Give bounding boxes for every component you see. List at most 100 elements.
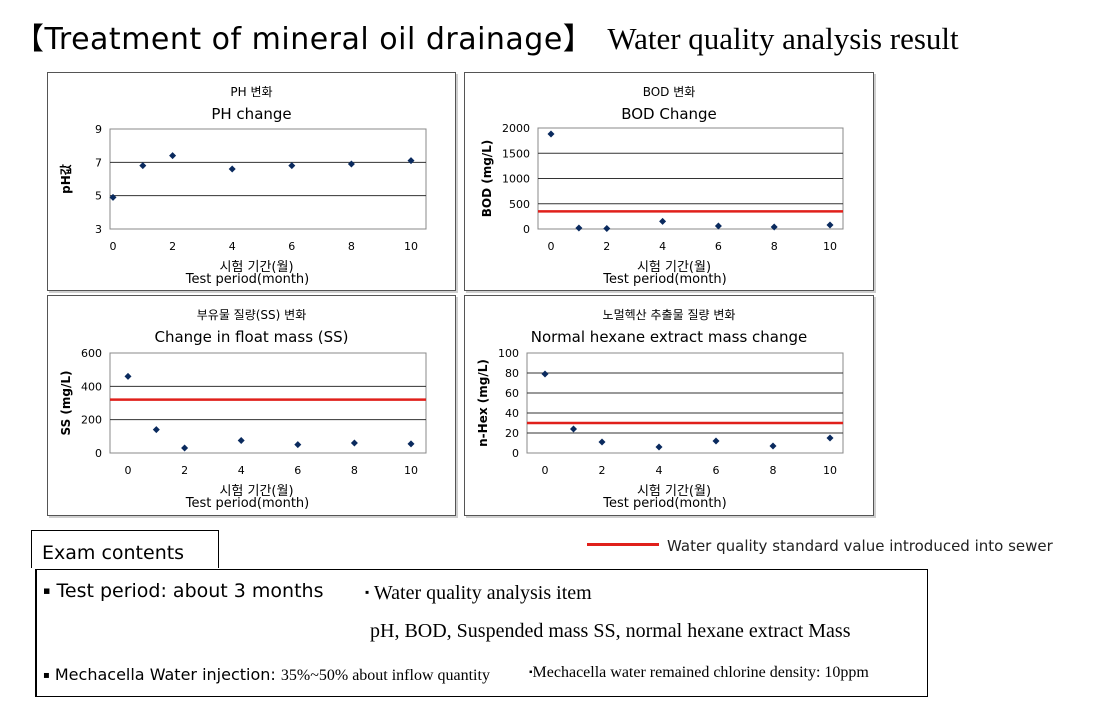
x-tick-label: 8 — [348, 240, 355, 253]
x-axis-label-ko: 시험 기간(월) — [637, 260, 711, 275]
x-tick-label: 0 — [125, 464, 132, 477]
data-point — [714, 222, 722, 230]
bullet-icon: ▪ — [529, 667, 533, 678]
x-axis-label-ko: 시험 기간(월) — [219, 260, 293, 275]
chart-title: PH change — [211, 105, 291, 123]
page-title-sub: Water quality analysis result — [607, 21, 959, 56]
chart-panel-nhex: 노멀헥산 추출물 질량 변화 Normal hexane extract mass… — [464, 295, 874, 516]
y-axis-label: n-Hex (mg/L) — [476, 359, 490, 447]
data-point — [407, 440, 415, 448]
x-tick-label: 2 — [169, 240, 176, 253]
injection-label: Mechacella Water injection: — [54, 665, 281, 684]
data-point — [139, 162, 147, 170]
x-tick-label: 10 — [404, 240, 418, 253]
x-tick-label: 4 — [659, 240, 666, 253]
chlorine-text: Mechacella water remained chlorine densi… — [532, 664, 869, 681]
y-tick-label: 2000 — [502, 122, 530, 135]
data-point — [769, 442, 777, 450]
x-axis-label: Test period(month) — [185, 272, 309, 287]
chart-title-ko: 노멀헥산 추출물 질량 변화 — [603, 308, 736, 322]
data-point — [181, 444, 189, 452]
y-axis-label: pH값 — [59, 164, 73, 194]
y-axis-label: BOD (mg/L) — [480, 140, 494, 218]
x-tick-label: 10 — [823, 464, 837, 477]
injection-value: 35%~50% about inflow quantity — [280, 667, 490, 684]
y-axis-label: SS (mg/L) — [59, 370, 73, 435]
chart-title-ko: BOD 변화 — [643, 85, 696, 99]
x-tick-label: 6 — [715, 240, 722, 253]
x-tick-label: 0 — [542, 464, 549, 477]
y-tick-label: 500 — [509, 198, 530, 211]
data-point — [575, 224, 583, 232]
y-tick-label: 200 — [81, 414, 102, 427]
y-tick-label: 20 — [505, 427, 519, 440]
y-tick-label: 100 — [498, 347, 519, 360]
y-tick-label: 80 — [505, 367, 519, 380]
y-tick-label: 9 — [95, 123, 102, 136]
x-tick-label: 6 — [294, 464, 301, 477]
chart-panel-ss: 부유물 질량(SS) 변화 Change in float mass (SS) 0 2… — [47, 295, 456, 516]
chart-panel-bod: BOD 변화 BOD Change 0 500 1000 1500 2000 0 2 4 6 8 10 B… — [464, 72, 874, 291]
bullet-icon: ▪ — [43, 584, 51, 597]
data-point — [152, 426, 160, 434]
x-tick-label: 8 — [770, 464, 777, 477]
data-point — [598, 438, 606, 446]
data-point — [407, 157, 415, 165]
nhex-chart: 노멀헥산 추출물 질량 변화 Normal hexane extract mass… — [476, 308, 844, 511]
data-point — [541, 370, 549, 378]
page-title: 【Treatment of mineral oil drainage】 Water… — [14, 14, 959, 58]
exam-contents-box: ▪ Test period: about 3 months ▪ Water qu… — [35, 569, 928, 697]
data-point — [294, 441, 302, 449]
x-tick-label: 0 — [548, 240, 555, 253]
x-axis-label-ko: 시험 기간(월) — [637, 484, 711, 499]
data-point — [228, 165, 236, 173]
data-point — [570, 425, 577, 433]
x-tick-label: 4 — [238, 464, 245, 477]
data-point — [603, 224, 611, 232]
data-point — [169, 152, 177, 160]
chart-title-ko: 부유물 질량(SS) 변화 — [197, 308, 307, 322]
exam-tab-label: Exam contents — [42, 542, 185, 564]
test-period-text: Test period: about 3 months — [56, 580, 324, 602]
y-tick-label: 0 — [95, 447, 102, 460]
data-point — [770, 223, 778, 231]
chlorine-item: ▪Mechacella water remained chlorine dens… — [529, 664, 869, 682]
analysis-items-text: pH, BOD, Suspended mass SS, normal hexan… — [370, 620, 851, 642]
x-tick-label: 2 — [603, 240, 610, 253]
x-tick-label: 10 — [823, 240, 837, 253]
y-tick-label: 1000 — [502, 173, 530, 186]
data-point — [659, 217, 667, 225]
y-tick-label: 5 — [95, 190, 102, 203]
chart-panel-ph: PH 변화 PH change 3 5 7 9 0 2 4 6 8 10 pH값 시험 기간(월) Test… — [47, 72, 456, 291]
x-axis-label-ko: 시험 기간(월) — [219, 484, 293, 499]
plot-area — [109, 128, 427, 230]
data-point — [655, 443, 663, 451]
x-tick-label: 8 — [351, 464, 358, 477]
plot-area — [526, 352, 844, 454]
y-tick-label: 1500 — [502, 147, 530, 160]
x-axis-label: Test period(month) — [602, 272, 726, 287]
bullet-icon: ▪ — [365, 585, 370, 599]
data-point — [288, 162, 296, 170]
x-tick-label: 6 — [713, 464, 720, 477]
y-tick-label: 3 — [95, 223, 102, 236]
bod-chart: BOD 변화 BOD Change 0 500 1000 1500 2000 0 2 4 6 8 10 B… — [480, 85, 844, 287]
y-tick-label: 0 — [523, 223, 530, 236]
data-point — [712, 437, 720, 445]
x-tick-label: 8 — [771, 240, 778, 253]
data-point — [124, 372, 132, 380]
x-tick-label: 0 — [110, 240, 117, 253]
legend: Water quality standard value introduced … — [587, 537, 1053, 561]
y-tick-label: 60 — [505, 387, 519, 400]
x-tick-label: 10 — [404, 464, 418, 477]
y-tick-label: 0 — [512, 447, 519, 460]
bullet-icon: ▪ — [43, 670, 50, 681]
chart-title: Normal hexane extract mass change — [531, 328, 807, 346]
data-point — [826, 221, 834, 229]
plot-area — [109, 352, 427, 454]
y-tick-label: 40 — [505, 407, 519, 420]
x-tick-label: 2 — [599, 464, 606, 477]
data-point — [547, 130, 555, 138]
analysis-item-label: Water quality analysis item — [373, 582, 592, 604]
